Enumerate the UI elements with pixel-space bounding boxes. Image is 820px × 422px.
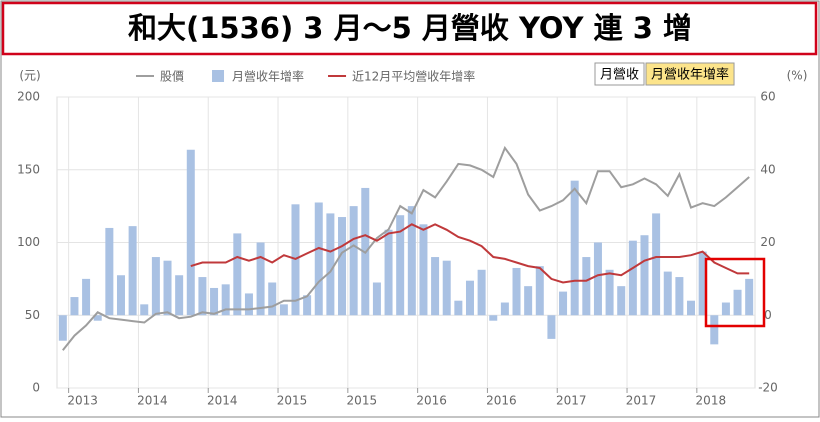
bar <box>396 215 405 316</box>
bar <box>163 260 172 316</box>
bar <box>116 275 125 316</box>
y-tick-label: 0 <box>32 381 40 395</box>
bar <box>407 206 416 316</box>
bar <box>314 202 323 316</box>
bar <box>70 297 79 316</box>
bar <box>303 295 312 316</box>
title-box <box>1 1 818 56</box>
legend-label: 近12月平均營收年增率 <box>352 69 475 84</box>
bar <box>547 315 556 339</box>
legend-label: 股價 <box>160 70 184 84</box>
bar <box>710 315 719 345</box>
bar <box>500 302 509 316</box>
y2-tick-label: 40 <box>760 162 775 176</box>
bar <box>721 302 730 316</box>
x-tick-label: 2014 <box>137 394 168 408</box>
bar <box>698 251 707 316</box>
bar <box>175 275 184 316</box>
bar <box>652 213 661 316</box>
bar <box>512 267 521 316</box>
y2-tick-label: -20 <box>758 381 778 395</box>
tab-button[interactable] <box>645 62 735 86</box>
bar <box>733 289 742 316</box>
y2-tick-label: 60 <box>760 90 775 104</box>
x-tick-label: 2016 <box>486 394 517 408</box>
x-tick-label: 2015 <box>277 394 308 408</box>
tab-button[interactable] <box>594 62 645 86</box>
x-tick-label: 2013 <box>67 394 98 408</box>
bar <box>93 315 102 321</box>
bar <box>431 257 440 316</box>
bar <box>524 286 533 316</box>
bar <box>349 206 358 316</box>
y-axis-label: (元) <box>19 69 40 83</box>
bar <box>279 304 288 316</box>
y-tick-label: 200 <box>17 90 40 104</box>
bar <box>745 278 754 316</box>
line <box>62 145 750 351</box>
bar <box>151 257 160 316</box>
y2-axis-label: (%) <box>787 69 808 83</box>
legend-label: 月營收年增率 <box>232 69 304 84</box>
bar <box>593 242 602 316</box>
tab-button-label[interactable]: 月營收年增率 <box>651 67 729 83</box>
x-tick-label: 2016 <box>416 394 447 408</box>
bar <box>675 277 684 316</box>
bar <box>628 240 637 316</box>
bar <box>570 180 579 316</box>
bar <box>372 282 381 316</box>
bar <box>477 269 486 316</box>
y-tick-label: 100 <box>17 235 40 249</box>
bar <box>210 287 219 316</box>
bar <box>233 233 242 316</box>
bar <box>640 235 649 316</box>
bar <box>687 300 696 316</box>
bar <box>326 213 335 316</box>
x-tick-label: 2015 <box>347 394 378 408</box>
bar <box>559 291 568 316</box>
bar <box>268 282 277 316</box>
chart-title: 和大(1536) 3 月～5 月營收 YOY 連 3 增 <box>128 11 692 45</box>
bar <box>244 293 253 316</box>
bar <box>442 260 451 316</box>
bar <box>605 269 614 316</box>
bar <box>465 280 474 316</box>
bar <box>58 315 67 341</box>
bar <box>419 224 428 316</box>
bar <box>535 266 544 316</box>
bar <box>82 278 91 316</box>
x-tick-label: 2017 <box>556 394 587 408</box>
bar <box>338 217 347 316</box>
bar <box>256 242 265 316</box>
bar <box>186 149 195 316</box>
bar <box>489 315 498 321</box>
bar <box>105 227 114 316</box>
bar <box>454 300 463 316</box>
x-tick-label: 2018 <box>696 394 727 408</box>
highlight-box <box>704 257 766 328</box>
y-tick-label: 50 <box>25 308 40 322</box>
y2-tick-label: 0 <box>764 308 772 322</box>
bar <box>617 286 626 316</box>
line <box>190 223 750 284</box>
x-tick-label: 2014 <box>207 394 238 408</box>
legend-swatch <box>212 70 225 82</box>
bar <box>140 304 149 316</box>
y-tick-label: 150 <box>17 162 40 176</box>
bar <box>128 226 137 316</box>
bar <box>384 229 393 316</box>
tab-button-label[interactable]: 月營收 <box>600 68 639 83</box>
bar <box>198 277 207 316</box>
bar <box>221 284 230 316</box>
bar <box>582 257 591 316</box>
bar <box>663 271 672 316</box>
y2-tick-label: 20 <box>760 235 775 249</box>
x-tick-label: 2017 <box>626 394 657 408</box>
